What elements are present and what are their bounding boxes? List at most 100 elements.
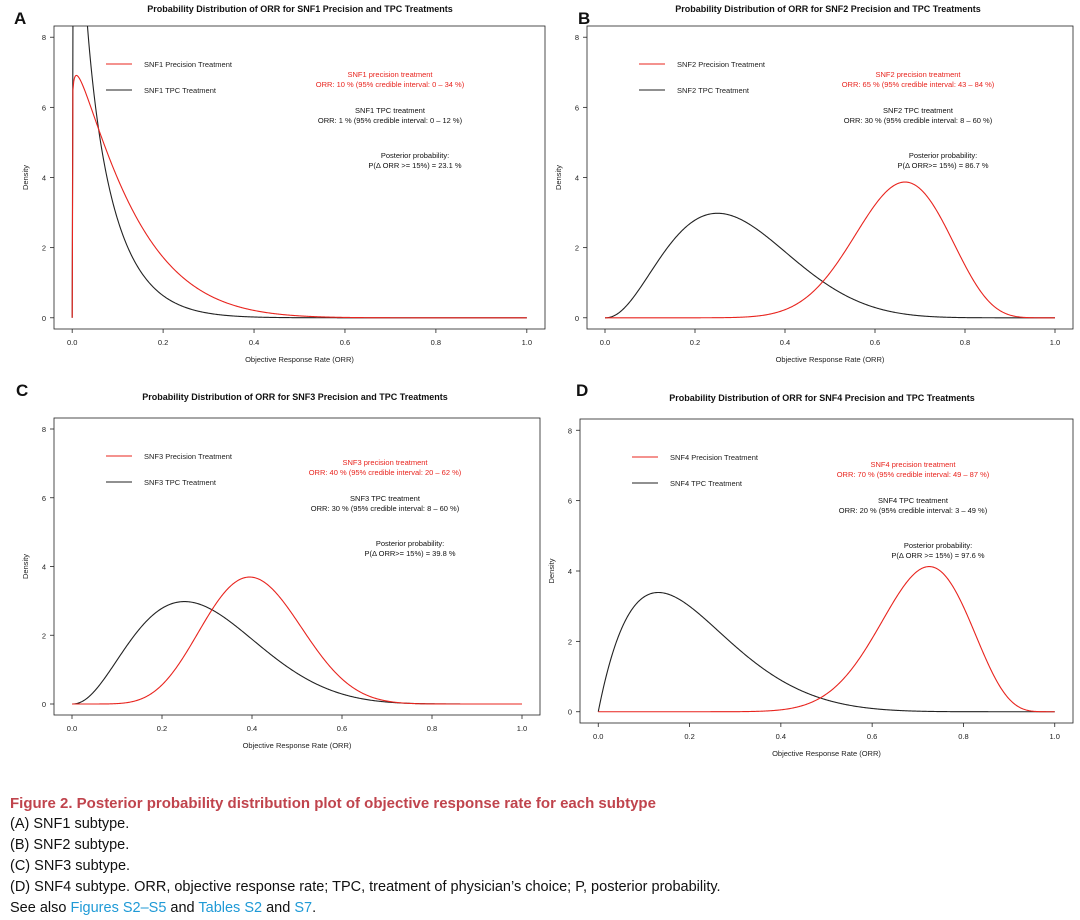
x-tick-label: 0.4: [247, 724, 257, 733]
y-axis-label: Density: [21, 165, 30, 190]
x-tick-label: 0.8: [427, 724, 437, 733]
posterior-annotation-title: Posterior probability:: [381, 151, 449, 160]
chart-title: Probability Distribution of ORR for SNF1…: [147, 4, 453, 14]
tpc-curve: [71, 26, 527, 319]
x-tick-label: 0.8: [431, 338, 441, 347]
x-tick-label: 0.2: [684, 732, 694, 741]
panel-label: A: [14, 9, 26, 28]
y-tick-label: 0: [42, 700, 46, 709]
x-tick-label: 1.0: [522, 338, 532, 347]
y-tick-label: 0: [42, 314, 46, 323]
tpc-annotation-title: SNF2 TPC treatment: [883, 106, 954, 115]
x-tick-label: 0.4: [780, 338, 790, 347]
y-axis-label: Density: [554, 165, 563, 190]
precision-curve: [71, 74, 527, 319]
precision-curve: [598, 566, 1055, 713]
posterior-annotation-detail: P(Δ ORR>= 15%) = 86.7 %: [897, 161, 988, 170]
caption-line-a: (A) SNF1 subtype.: [10, 816, 130, 832]
x-tick-label: 1.0: [1050, 732, 1060, 741]
x-axis-label: Objective Response Rate (ORR): [243, 741, 352, 750]
tpc-annotation-title: SNF1 TPC treatment: [355, 106, 426, 115]
figure-caption: Figure 2. Posterior probability distribu…: [10, 793, 1070, 919]
tpc-annotation-detail: ORR: 30 % (95% credible interval: 8 – 60…: [844, 116, 993, 125]
y-tick-label: 6: [575, 103, 579, 112]
precision-annotation-title: SNF4 precision treatment: [870, 460, 956, 469]
chart-panel-a: A Probability Distribution of ORR for SNF…: [14, 4, 546, 364]
y-axis-label: Density: [547, 558, 556, 583]
x-axis-label: Objective Response Rate (ORR): [776, 355, 885, 364]
x-tick-label: 0.2: [690, 338, 700, 347]
see-also-and-1: and: [166, 900, 199, 916]
precision-annotation-detail: ORR: 70 % (95% credible interval: 49 – 8…: [837, 470, 990, 479]
y-tick-label: 2: [42, 244, 46, 253]
caption-line-b: (B) SNF2 subtype.: [10, 837, 130, 853]
panel-label: D: [576, 381, 588, 400]
y-tick-label: 6: [42, 494, 46, 503]
x-tick-label: 0.0: [593, 732, 603, 741]
legend-label: SNF2 TPC Treatment: [677, 86, 750, 95]
posterior-annotation-title: Posterior probability:: [376, 539, 444, 548]
tpc-annotation-title: SNF4 TPC treatment: [878, 496, 949, 505]
posterior-annotation-title: Posterior probability:: [909, 151, 977, 160]
x-axis-label: Objective Response Rate (ORR): [772, 749, 881, 758]
chart-panel-d: D Probability Distribution of ORR for SNF…: [547, 381, 1074, 758]
x-tick-label: 0.2: [157, 724, 167, 733]
chart-title: Probability Distribution of ORR for SNF2…: [675, 4, 981, 14]
x-tick-label: 0.8: [960, 338, 970, 347]
caption-line-d: (D) SNF4 subtype. ORR, objective respons…: [10, 879, 721, 895]
panel-label: C: [16, 381, 28, 400]
figure-2-chart-grid: A Probability Distribution of ORR for SNF…: [14, 4, 1074, 758]
tpc-curve: [604, 212, 1055, 319]
precision-annotation-title: SNF2 precision treatment: [875, 70, 961, 79]
tpc-annotation-detail: ORR: 1 % (95% credible interval: 0 – 12 …: [318, 116, 463, 125]
x-tick-label: 0.0: [67, 338, 77, 347]
see-also-prefix: See also: [10, 900, 71, 916]
precision-annotation-title: SNF1 precision treatment: [347, 70, 433, 79]
caption-title: Figure 2. Posterior probability distribu…: [10, 795, 656, 812]
y-tick-label: 8: [42, 33, 46, 42]
tpc-curve: [597, 591, 1055, 713]
y-tick-label: 6: [42, 103, 46, 112]
caption-line-c: (C) SNF3 subtype.: [10, 858, 131, 874]
legend-label: SNF1 Precision Treatment: [144, 60, 233, 69]
precision-annotation-detail: ORR: 40 % (95% credible interval: 20 – 6…: [309, 468, 462, 477]
plot-frame: [53, 417, 541, 716]
link-table-s7[interactable]: S7: [294, 900, 313, 916]
x-tick-label: 1.0: [517, 724, 527, 733]
y-tick-label: 0: [575, 314, 579, 323]
y-tick-label: 4: [568, 567, 572, 576]
posterior-annotation-detail: P(Δ ORR >= 15%) = 23.1 %: [368, 161, 462, 170]
plot-frame: [53, 25, 546, 330]
y-tick-label: 6: [568, 497, 572, 506]
x-tick-label: 0.8: [958, 732, 968, 741]
precision-curve: [605, 181, 1055, 319]
tpc-annotation-detail: ORR: 30 % (95% credible interval: 8 – 60…: [311, 504, 460, 513]
x-tick-label: 0.0: [600, 338, 610, 347]
link-tables-s2[interactable]: Tables S2: [198, 900, 263, 916]
x-tick-label: 0.6: [870, 338, 880, 347]
x-tick-label: 0.6: [340, 338, 350, 347]
y-tick-label: 2: [575, 244, 579, 253]
x-tick-label: 0.2: [158, 338, 168, 347]
legend-label: SNF3 Precision Treatment: [144, 452, 233, 461]
x-tick-label: 0.4: [776, 732, 786, 741]
legend-label: SNF2 Precision Treatment: [677, 60, 766, 69]
x-tick-label: 0.4: [249, 338, 259, 347]
y-axis-label: Density: [21, 554, 30, 579]
legend-label: SNF1 TPC Treatment: [144, 86, 217, 95]
precision-annotation-title: SNF3 precision treatment: [342, 458, 428, 467]
y-tick-label: 2: [42, 631, 46, 640]
y-tick-label: 8: [568, 426, 572, 435]
legend-label: SNF3 TPC Treatment: [144, 478, 217, 487]
y-tick-label: 8: [42, 425, 46, 434]
posterior-annotation-title: Posterior probability:: [904, 541, 972, 550]
y-tick-label: 8: [575, 33, 579, 42]
x-tick-label: 0.6: [867, 732, 877, 741]
link-figures-s2-s5[interactable]: Figures S2–S5: [70, 900, 167, 916]
x-tick-label: 1.0: [1050, 338, 1060, 347]
caption-see-also: See also Figures S2–S5 and Tables S2 and…: [10, 898, 1070, 919]
plot-frame: [579, 418, 1074, 724]
posterior-annotation-detail: P(Δ ORR >= 15%) = 97.6 %: [891, 551, 985, 560]
y-tick-label: 0: [568, 708, 572, 717]
legend-label: SNF4 Precision Treatment: [670, 453, 759, 462]
